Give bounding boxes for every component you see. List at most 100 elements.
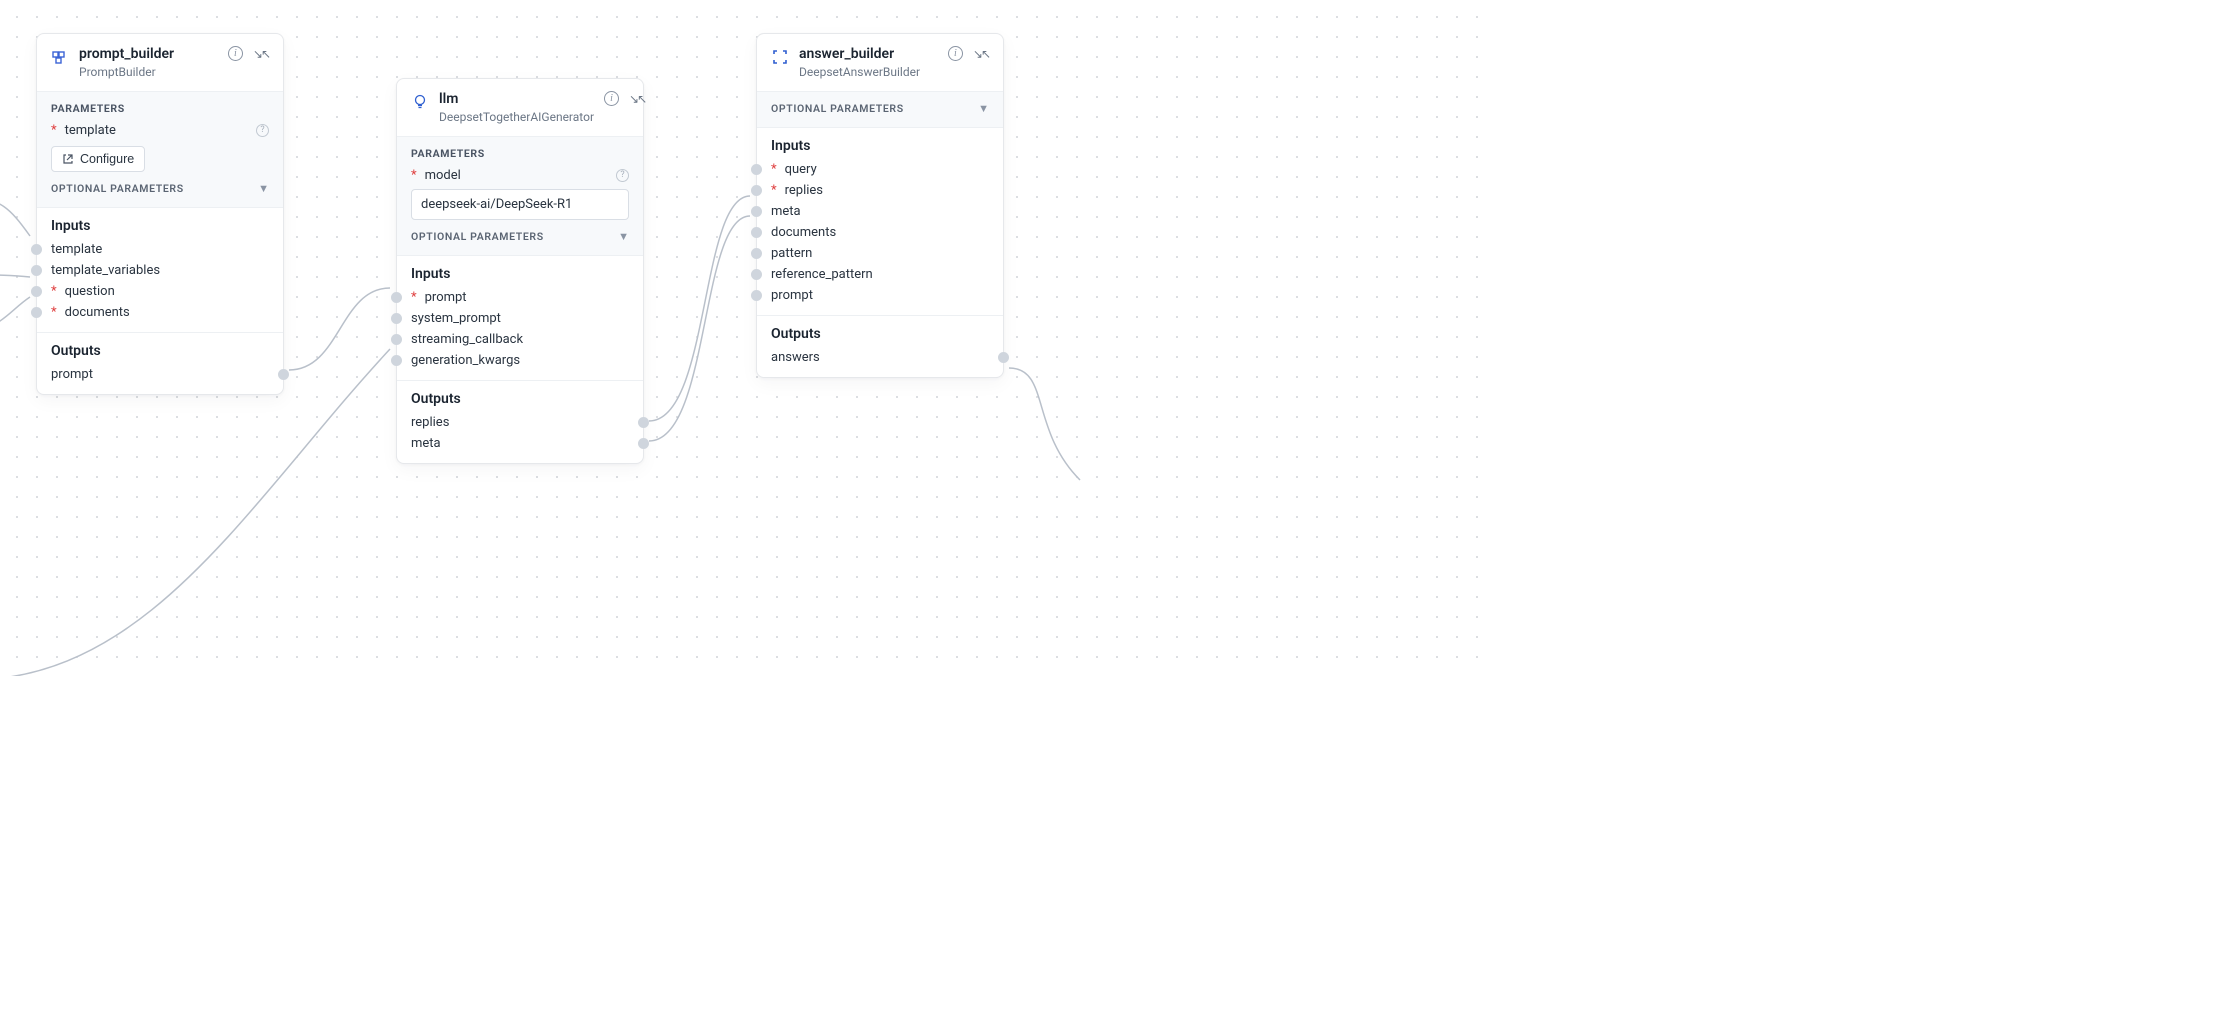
info-icon[interactable]: i <box>604 91 619 106</box>
io-label: documents <box>65 305 130 320</box>
bulb-icon <box>411 93 429 111</box>
input-documents: * documents <box>51 305 269 320</box>
node-header: prompt_builder PromptBuilder i ↘↖ <box>37 34 283 92</box>
outputs-section: Outputs replies meta <box>397 381 643 463</box>
node-actions: i ↘↖ <box>948 46 989 61</box>
inputs-section: Inputs template template_variables *ques… <box>37 208 283 332</box>
io-label: pattern <box>771 246 812 261</box>
required-marker: * <box>51 305 57 320</box>
parameters-label: PARAMETERS <box>411 147 629 160</box>
io-label: system_prompt <box>411 311 501 326</box>
collapse-icon[interactable]: ↘↖ <box>973 47 989 61</box>
input-question: *question <box>51 284 269 299</box>
optional-parameters-toggle[interactable]: OPTIONAL PARAMETERS ▼ <box>771 102 989 115</box>
node-title-block: llm DeepsetTogetherAIGenerator <box>439 91 594 124</box>
input-query: *query <box>771 162 989 177</box>
parameters-section: PARAMETERS * model? OPTIONAL PARAMETERS ▼ <box>397 137 643 256</box>
output-port[interactable] <box>278 369 289 380</box>
input-reference_pattern: reference_pattern <box>771 267 989 282</box>
collapse-icon[interactable]: ↘↖ <box>253 47 269 61</box>
io-label: documents <box>771 225 836 240</box>
inputs-section: Inputs * prompt system_prompt streaming_c… <box>397 256 643 380</box>
output-port[interactable] <box>998 352 1009 363</box>
node-title: answer_builder <box>799 46 920 63</box>
node-subtitle: DeepsetAnswerBuilder <box>799 65 920 79</box>
required-marker: * <box>411 290 417 305</box>
input-documents: documents <box>771 225 989 240</box>
node-header: answer_builder DeepsetAnswerBuilder i ↘↖ <box>757 34 1003 92</box>
inputs-title: Inputs <box>411 266 629 282</box>
outputs-section: Outputs prompt <box>37 333 283 394</box>
node-actions: i ↘↖ <box>228 46 269 61</box>
input-meta: meta <box>771 204 989 219</box>
output-prompt: prompt <box>51 367 269 382</box>
io-label: replies <box>785 183 823 198</box>
input-port[interactable] <box>751 269 762 280</box>
output-replies: replies <box>411 415 629 430</box>
input-port[interactable] <box>391 355 402 366</box>
help-icon[interactable]: ? <box>616 169 629 182</box>
info-icon[interactable]: i <box>228 46 243 61</box>
input-port[interactable] <box>391 313 402 324</box>
parameters-section: OPTIONAL PARAMETERS ▼ <box>757 92 1003 128</box>
outputs-title: Outputs <box>411 391 629 407</box>
input-generation_kwargs: generation_kwargs <box>411 353 629 368</box>
input-port[interactable] <box>391 334 402 345</box>
node-title-block: prompt_builder PromptBuilder <box>79 46 174 79</box>
node-canvas[interactable]: prompt_builder PromptBuilder i ↘↖ PARAME… <box>0 0 1487 676</box>
required-marker: * <box>51 123 57 138</box>
info-icon[interactable]: i <box>948 46 963 61</box>
input-replies: *replies <box>771 183 989 198</box>
outputs-title: Outputs <box>771 326 989 342</box>
input-port[interactable] <box>751 290 762 301</box>
io-label: prompt <box>771 288 813 303</box>
parameters-label: PARAMETERS <box>51 102 269 115</box>
input-port[interactable] <box>391 292 402 303</box>
output-meta: meta <box>411 436 629 451</box>
node-answer_builder[interactable]: answer_builder DeepsetAnswerBuilder i ↘↖… <box>756 33 1004 378</box>
input-port[interactable] <box>751 248 762 259</box>
input-port[interactable] <box>751 185 762 196</box>
param-name: template <box>65 123 116 138</box>
inputs-title: Inputs <box>771 138 989 154</box>
configure-button[interactable]: Configure <box>51 146 145 172</box>
input-port[interactable] <box>751 164 762 175</box>
output-port[interactable] <box>638 438 649 449</box>
external-link-icon <box>62 153 74 165</box>
input-port[interactable] <box>751 206 762 217</box>
optional-parameters-toggle[interactable]: OPTIONAL PARAMETERS ▼ <box>411 230 629 243</box>
node-llm[interactable]: llm DeepsetTogetherAIGenerator i ↘↖ PARA… <box>396 78 644 464</box>
grid-icon <box>51 48 69 66</box>
required-marker: * <box>411 168 417 183</box>
node-prompt_builder[interactable]: prompt_builder PromptBuilder i ↘↖ PARAME… <box>36 33 284 395</box>
io-label: streaming_callback <box>411 332 523 347</box>
chevron-down-icon: ▼ <box>258 182 269 195</box>
input-port[interactable] <box>31 307 42 318</box>
outputs-title: Outputs <box>51 343 269 359</box>
input-template_variables: template_variables <box>51 263 269 278</box>
param-template: * template? <box>51 123 269 138</box>
optional-parameters-toggle[interactable]: OPTIONAL PARAMETERS ▼ <box>51 182 269 195</box>
collapse-icon[interactable]: ↘↖ <box>629 92 645 106</box>
outputs-section: Outputs answers <box>757 316 1003 377</box>
io-label: meta <box>411 436 441 451</box>
node-title: llm <box>439 91 594 108</box>
input-port[interactable] <box>31 265 42 276</box>
io-label: generation_kwargs <box>411 353 520 368</box>
io-label: prompt <box>425 290 467 305</box>
param-name: model <box>425 168 461 183</box>
input-pattern: pattern <box>771 246 989 261</box>
inputs-section: Inputs *query *replies meta documents pa… <box>757 128 1003 315</box>
input-streaming_callback: streaming_callback <box>411 332 629 347</box>
io-label: meta <box>771 204 801 219</box>
output-port[interactable] <box>638 417 649 428</box>
help-icon[interactable]: ? <box>256 124 269 137</box>
output-answers: answers <box>771 350 989 365</box>
input-port[interactable] <box>31 244 42 255</box>
required-marker: * <box>771 162 777 177</box>
input-port[interactable] <box>31 286 42 297</box>
io-label: answers <box>771 350 820 365</box>
node-actions: i ↘↖ <box>604 91 645 106</box>
param-model-input[interactable] <box>411 189 629 220</box>
input-port[interactable] <box>751 227 762 238</box>
